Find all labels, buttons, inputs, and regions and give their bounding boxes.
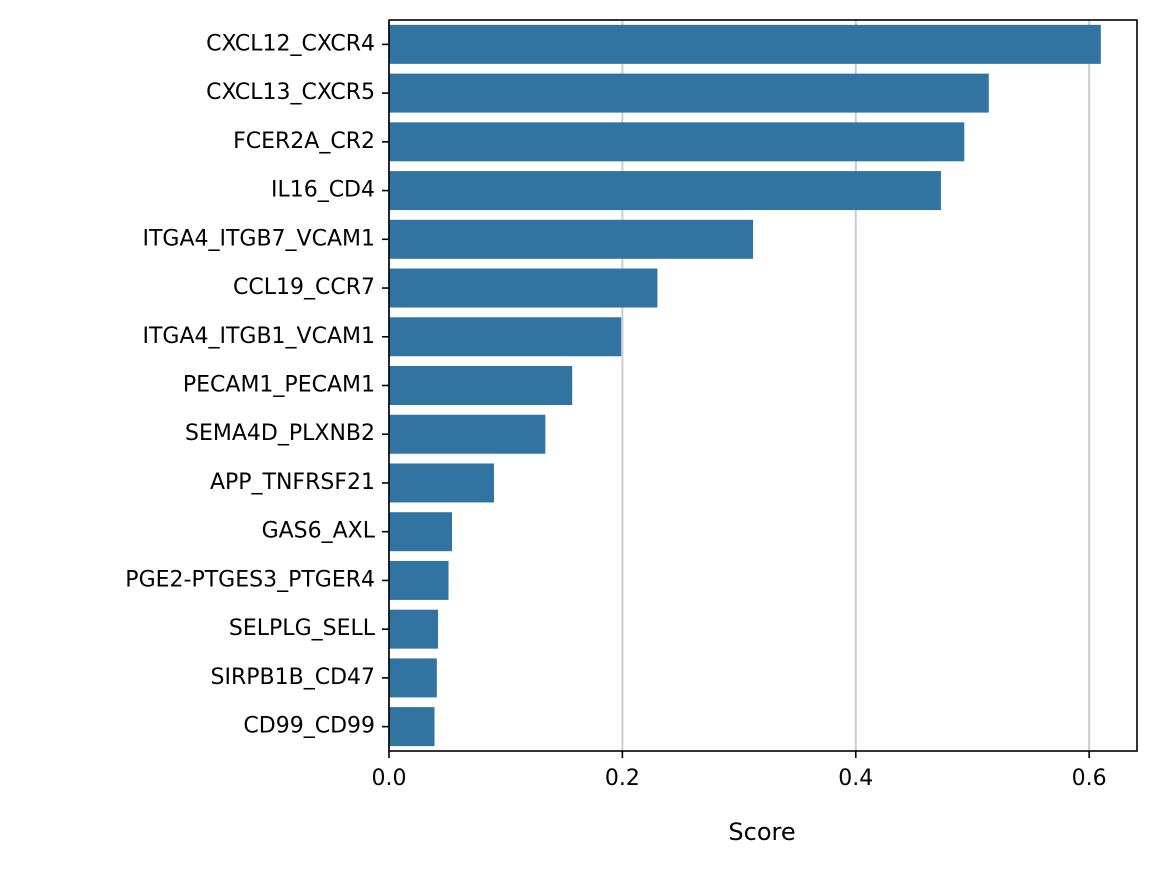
y-tick-label: PECAM1_PECAM1 — [183, 373, 375, 398]
bar — [389, 512, 453, 552]
y-tick-label: SELPLG_SELL — [229, 616, 376, 641]
bar — [389, 366, 573, 405]
bar — [389, 73, 989, 113]
x-tick-label: 0.0 — [372, 766, 407, 791]
y-tick-label: CCL19_CCR7 — [233, 275, 375, 300]
bar — [389, 317, 622, 357]
y-tick-label: SEMA4D_PLXNB2 — [185, 421, 375, 446]
bar — [389, 414, 546, 454]
x-tick-label: 0.6 — [1072, 766, 1107, 791]
y-tick-label: SIRPB1B_CD47 — [211, 665, 375, 690]
y-tick-label: APP_TNFRSF21 — [210, 470, 375, 495]
bar — [389, 24, 1101, 64]
x-axis-label: Score — [728, 818, 795, 846]
bar — [389, 707, 435, 747]
bar — [389, 122, 965, 162]
bar — [389, 171, 941, 211]
y-tick-label: CXCL13_CXCR5 — [206, 80, 375, 105]
bar — [389, 219, 754, 259]
y-tick-label: GAS6_AXL — [262, 519, 376, 544]
bar — [389, 463, 495, 503]
y-tick-label: ITGA4_ITGB7_VCAM1 — [142, 226, 375, 251]
x-tick-label: 0.2 — [605, 766, 640, 791]
y-tick-label: ITGA4_ITGB1_VCAM1 — [142, 324, 375, 349]
y-tick-label: IL16_CD4 — [271, 178, 375, 203]
bar — [389, 268, 658, 308]
x-tick-label: 0.4 — [838, 766, 873, 791]
y-tick-label: CXCL12_CXCR4 — [206, 31, 375, 56]
bar — [389, 560, 449, 600]
bar — [389, 658, 437, 698]
plot-frame — [388, 19, 1138, 752]
y-tick-label: PGE2-PTGES3_PTGER4 — [125, 567, 375, 592]
bar — [389, 609, 439, 649]
y-tick-label: CD99_CD99 — [243, 714, 375, 739]
y-tick-label: FCER2A_CR2 — [233, 129, 375, 154]
